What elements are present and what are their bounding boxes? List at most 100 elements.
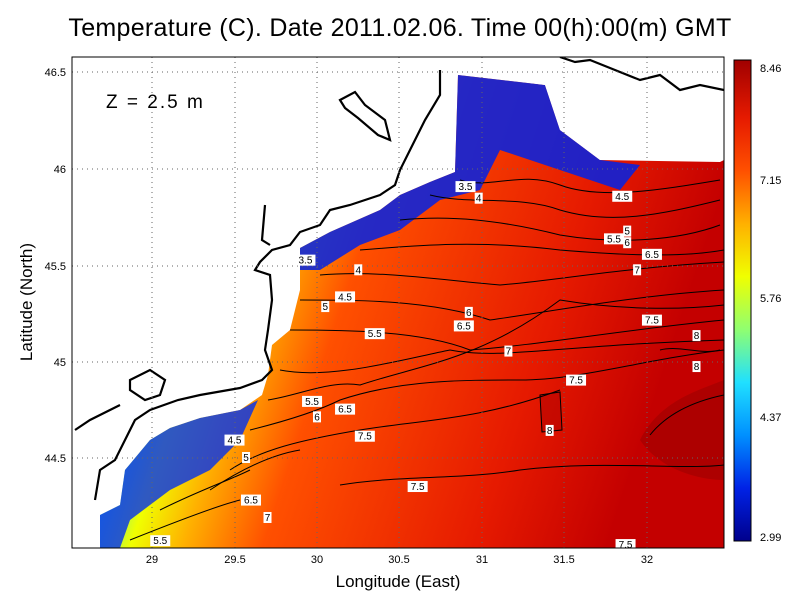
contour-label-text: 6.5 [645,250,659,261]
contour-label-box [615,539,636,548]
contour-label-text: 6 [466,308,472,319]
contour-label: 3.5 [295,254,316,267]
contour-label-text: 5.5 [368,329,382,340]
contour-label-box [604,233,624,245]
contour-label: 4 [474,192,483,205]
contour-label-box [295,254,316,266]
contour-label-text: 6 [314,412,320,423]
contour-label-text: 5 [322,302,328,313]
colorbar-label: 2.99 [760,532,781,544]
contour-label-text: 7 [634,265,640,276]
warm-core-zone [640,380,724,480]
contour-label: 6 [313,411,321,423]
colorbar-label: 4.37 [760,412,781,424]
contour-label: 6 [623,237,632,249]
contour-label-box [623,237,632,249]
contour-label: 5.5 [604,233,624,245]
x-axis: 29 29.5 30 30.5 31 31.5 32 Longitude (Ea… [146,554,653,591]
contour-label: 6 [464,306,473,319]
contour-label: 7.5 [566,374,587,387]
warm-patch [540,392,562,432]
sea-area [100,75,724,548]
contour-label-box [321,301,330,313]
contour-label-box [313,411,321,423]
contour-label: 4.5 [612,190,633,203]
colorbar-label: 8.46 [760,63,781,75]
x-tick-label: 31 [476,554,488,566]
contour-label: 7 [263,511,272,524]
colorbar-label: 7.15 [760,175,781,187]
contour-label-box [464,306,473,318]
contour-label-text: 4.5 [228,436,242,447]
contour-label-text: 5 [243,453,249,464]
plot-frame [71,56,725,549]
colorbar-label: 5.76 [760,293,781,305]
contour-label: 7.5 [354,430,375,443]
contour-label-text: 7.5 [645,316,659,327]
contour-label-box [453,320,474,332]
depth-label: Z = 2.5 m [106,92,205,113]
x-tick-label: 31.5 [553,554,574,566]
contour-label: 6.5 [453,320,474,332]
x-tick-label: 32 [641,554,653,566]
contour-label-text: 7.5 [411,482,425,493]
contour-label-text: 8 [694,331,700,342]
contour-label-box [335,403,356,415]
y-axis-label: Latitude (North) [17,243,36,361]
contour-label-text: 6.5 [338,405,352,416]
contour-label: 7 [504,345,513,358]
contour-label-box [241,494,261,506]
contour-label-box [407,481,428,493]
y-tick-label: 44.5 [45,453,66,465]
contour-label-box [455,181,476,193]
contour-labels: 3.54 4.555.5 66.577.5883.544.555.566.577.5… [150,181,701,548]
contour-label-text: 5.5 [305,397,319,408]
map-title: Temperature (C). Date 2011.02.06. Time 0… [68,14,732,42]
contour-label-box [224,434,245,446]
contour-label: 7.5 [407,481,428,493]
contour-label: 7.5 [615,539,636,548]
contour-label-box [566,374,587,386]
contour-label-box [641,248,662,260]
contour-label-box [364,328,385,340]
contour-label: 5 [623,225,632,238]
contour-label-text: 4 [355,265,361,276]
land-mass [72,57,440,510]
contour-label-text: 7 [506,347,512,358]
contour-label-text: 3.5 [459,182,473,193]
contour-label: 6.5 [641,248,662,261]
contour-label: 5.5 [150,535,171,547]
contour-label: 5 [242,452,251,464]
y-tick-label: 46.5 [45,67,66,79]
contour-label-box [150,535,171,547]
contour-label: 4.5 [224,434,245,447]
contour-label-box [302,395,323,407]
contour-label-box [242,452,251,463]
contour-label-text: 8 [694,362,700,373]
x-tick-label: 30 [311,554,323,566]
contour-label: 8 [692,330,701,342]
contour-label-text: 4.5 [338,292,352,303]
contour-label-box [504,345,513,357]
contour-label-text: 7 [265,513,271,524]
x-tick-label: 29.5 [224,554,245,566]
contour-label-box [474,192,483,204]
contour-label-text: 4.5 [615,192,629,203]
y-tick-label: 46 [54,164,66,176]
cold-southwest-zone [100,400,258,548]
temperature-field: 3.54 4.555.5 66.577.5883.544.555.566.577.5… [72,57,724,548]
contour-label-box [335,291,356,303]
contour-label-text: 5.5 [607,234,621,245]
x-axis-label: Longitude (East) [336,572,461,591]
contour-label-text: 3.5 [298,256,312,267]
contour-label-box [545,424,554,436]
contour-label-text: 7.5 [358,432,372,443]
contour-label-text: 6 [624,238,630,249]
contour-label: 4 [354,264,363,276]
contour-label-box [354,430,375,442]
contour-label: 8 [545,424,554,437]
contour-label-text: 6.5 [457,321,471,332]
contour-label-box [633,264,642,276]
coastline [74,57,724,501]
contour-label-box [263,511,272,523]
